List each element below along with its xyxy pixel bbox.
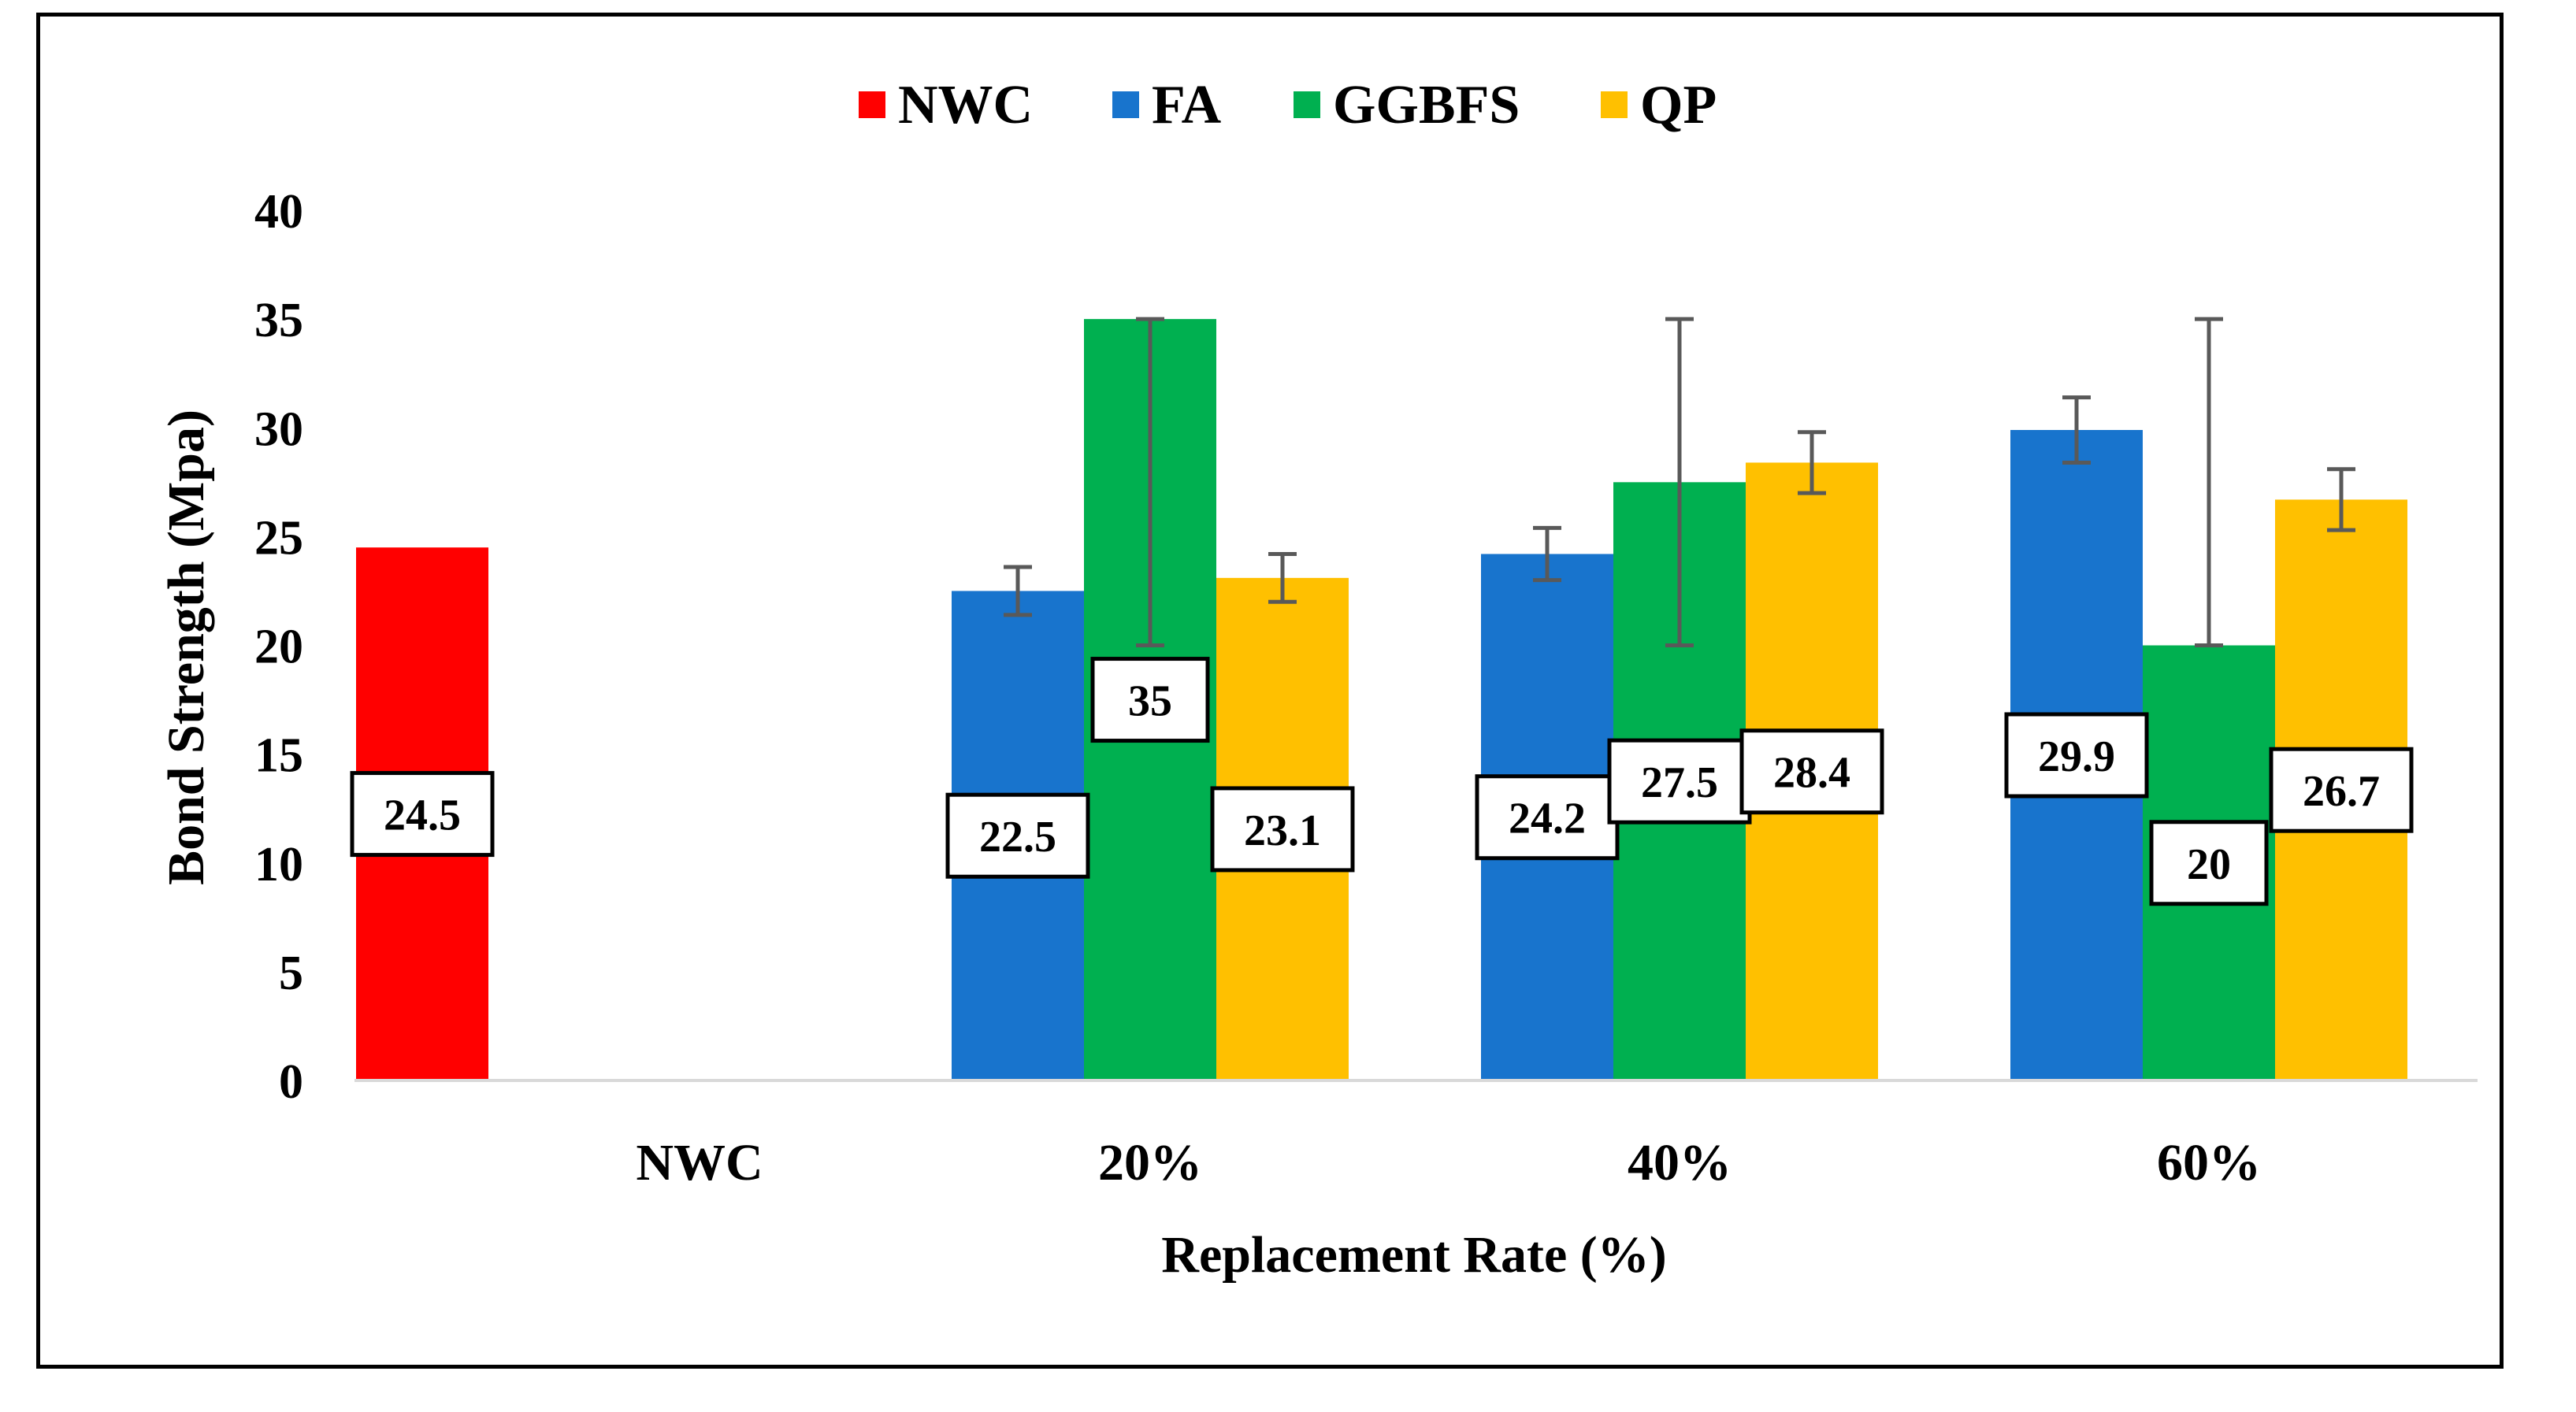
x-tick-label: NWC: [636, 1134, 763, 1191]
error-bar-fa-20: [1004, 565, 1032, 617]
data-label: 27.5: [1607, 738, 1752, 825]
data-label: 22.5: [945, 792, 1090, 879]
y-tick-label: 10: [254, 838, 303, 891]
legend-swatch: [1294, 91, 1320, 118]
data-label: 29.9: [2004, 712, 2149, 799]
svg-text:27.5: 27.5: [1641, 758, 1718, 807]
error-bar-fa-40: [1533, 525, 1561, 583]
y-axis: 0 5 10 15 20 25 30 35 40: [254, 185, 303, 1109]
y-tick-label: 0: [279, 1055, 303, 1109]
legend-label: GGBFS: [1333, 75, 1520, 135]
data-label: 35: [1090, 657, 1210, 743]
svg-text:28.4: 28.4: [1773, 749, 1850, 798]
legend-item-qp: QP: [1601, 75, 1717, 135]
error-bar-ggbfs-20: [1136, 317, 1164, 647]
y-tick-label: 25: [254, 511, 303, 565]
x-axis-title: Replacement Rate (%): [1161, 1226, 1666, 1284]
legend-label: FA: [1152, 75, 1222, 135]
data-label: 20: [2149, 820, 2269, 906]
error-bar-qp-20: [1268, 551, 1297, 604]
data-label: 23.1: [1210, 786, 1355, 873]
data-label: 24.5: [350, 771, 495, 858]
svg-text:20: 20: [2187, 840, 2231, 889]
data-labels: 24.5 22.5 35 23.1 24.2 27.5 28.4 29.9 20 26.7: [350, 657, 2414, 906]
error-bar-fa-60: [2062, 395, 2091, 465]
svg-text:24.5: 24.5: [384, 791, 461, 840]
legend-label: NWC: [898, 75, 1033, 135]
y-tick-label: 20: [254, 621, 303, 674]
bars: [356, 319, 2407, 1080]
svg-text:35: 35: [1128, 677, 1172, 726]
x-tick-label: 20%: [1098, 1134, 1202, 1191]
svg-text:29.9: 29.9: [2038, 732, 2115, 781]
y-tick-label: 30: [254, 402, 303, 456]
svg-text:26.7: 26.7: [2303, 767, 2380, 816]
error-bar-qp-40: [1798, 430, 1826, 495]
x-tick-label: 60%: [2157, 1134, 2261, 1191]
error-bar-ggbfs-40: [1665, 317, 1694, 647]
legend-item-ggbfs: GGBFS: [1294, 75, 1520, 135]
y-tick-label: 35: [254, 294, 303, 347]
x-tick-label: 40%: [1628, 1134, 1732, 1191]
legend-swatch: [1601, 91, 1628, 118]
legend-label: QP: [1640, 75, 1717, 135]
data-label: 26.7: [2269, 747, 2414, 833]
data-label: 28.4: [1739, 728, 1884, 815]
y-axis-title: Bond Strength (Mpa): [158, 410, 215, 885]
legend-item-fa: FA: [1112, 75, 1222, 135]
y-tick-label: 40: [254, 185, 303, 239]
legend-swatch: [859, 91, 885, 118]
y-tick-label: 15: [254, 729, 303, 783]
svg-text:23.1: 23.1: [1244, 806, 1321, 855]
legend: NWC FA GGBFS QP: [859, 75, 1717, 135]
data-label: 24.2: [1475, 774, 1620, 861]
legend-swatch: [1112, 91, 1139, 118]
svg-text:24.2: 24.2: [1509, 795, 1586, 843]
legend-item-nwc: NWC: [859, 75, 1033, 135]
error-bar-qp-60: [2327, 467, 2355, 532]
error-bars: [1004, 317, 2355, 647]
x-axis: NWC 20% 40% 60%: [354, 1079, 2478, 1191]
error-bar-ggbfs-60: [2195, 317, 2223, 647]
y-tick-label: 5: [279, 947, 303, 1000]
svg-text:22.5: 22.5: [979, 813, 1056, 862]
